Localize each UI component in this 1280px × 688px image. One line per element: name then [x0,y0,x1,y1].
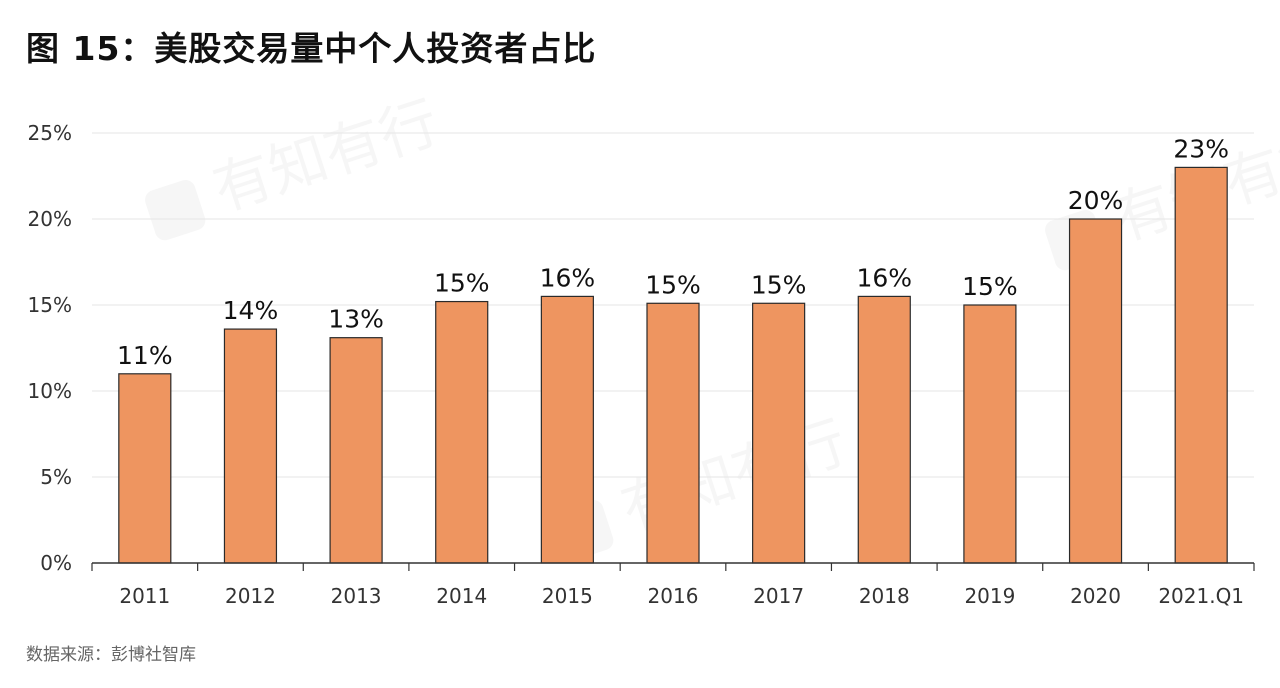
x-tick-label: 2019 [964,584,1015,608]
chart-title: 图 15：美股交易量中个人投资者占比 [26,29,597,68]
source-note: 数据来源：彭博社智库 [26,645,196,665]
data-labels: 11% 14% 13% 15% 16% 15% 15% 16% 15% 20% 23% [117,134,1229,369]
x-tick-label: 2017 [753,584,804,608]
bar [752,302,806,564]
x-axis: 0% 5% 10% 15% 20% 25% 2011 2012 2013 2014 2015 2016… [28,121,1255,608]
x-tick-label: 2015 [542,584,593,608]
x-tick-label: 2021.Q1 [1158,584,1244,608]
x-tick-label: 2018 [859,584,910,608]
data-label: 14% [223,296,279,325]
y-tick-label: 20% [28,207,72,231]
bar [963,304,1017,564]
bar [857,295,911,564]
data-label: 15% [962,272,1018,301]
y-tick-label: 10% [28,379,72,403]
data-label: 15% [645,270,701,299]
data-label: 16% [540,263,596,292]
x-tick-label: 2016 [648,584,699,608]
x-tick-label: 2014 [436,584,487,608]
y-tick-label: 0% [40,551,72,575]
x-tick-label: 2020 [1070,584,1121,608]
y-tick-label: 15% [28,293,72,317]
data-label: 23% [1173,134,1229,163]
bar [118,373,172,564]
data-label: 11% [117,341,173,370]
x-tick-label: 2013 [331,584,382,608]
y-tick-label: 25% [28,121,72,145]
bar [1174,166,1228,564]
data-label: 15% [751,270,807,299]
data-label: 15% [434,269,490,298]
data-label: 20% [1068,186,1124,215]
bars [118,166,1228,564]
bar [329,337,383,564]
bar [435,300,489,564]
data-label: 13% [328,305,384,334]
data-label: 16% [856,263,912,292]
bar [1068,218,1123,564]
y-tick-label: 5% [40,465,72,489]
bar [223,328,278,564]
x-tick-label: 2012 [225,584,276,608]
bar [646,302,700,564]
bar [540,295,594,564]
x-tick-label: 2011 [119,584,170,608]
